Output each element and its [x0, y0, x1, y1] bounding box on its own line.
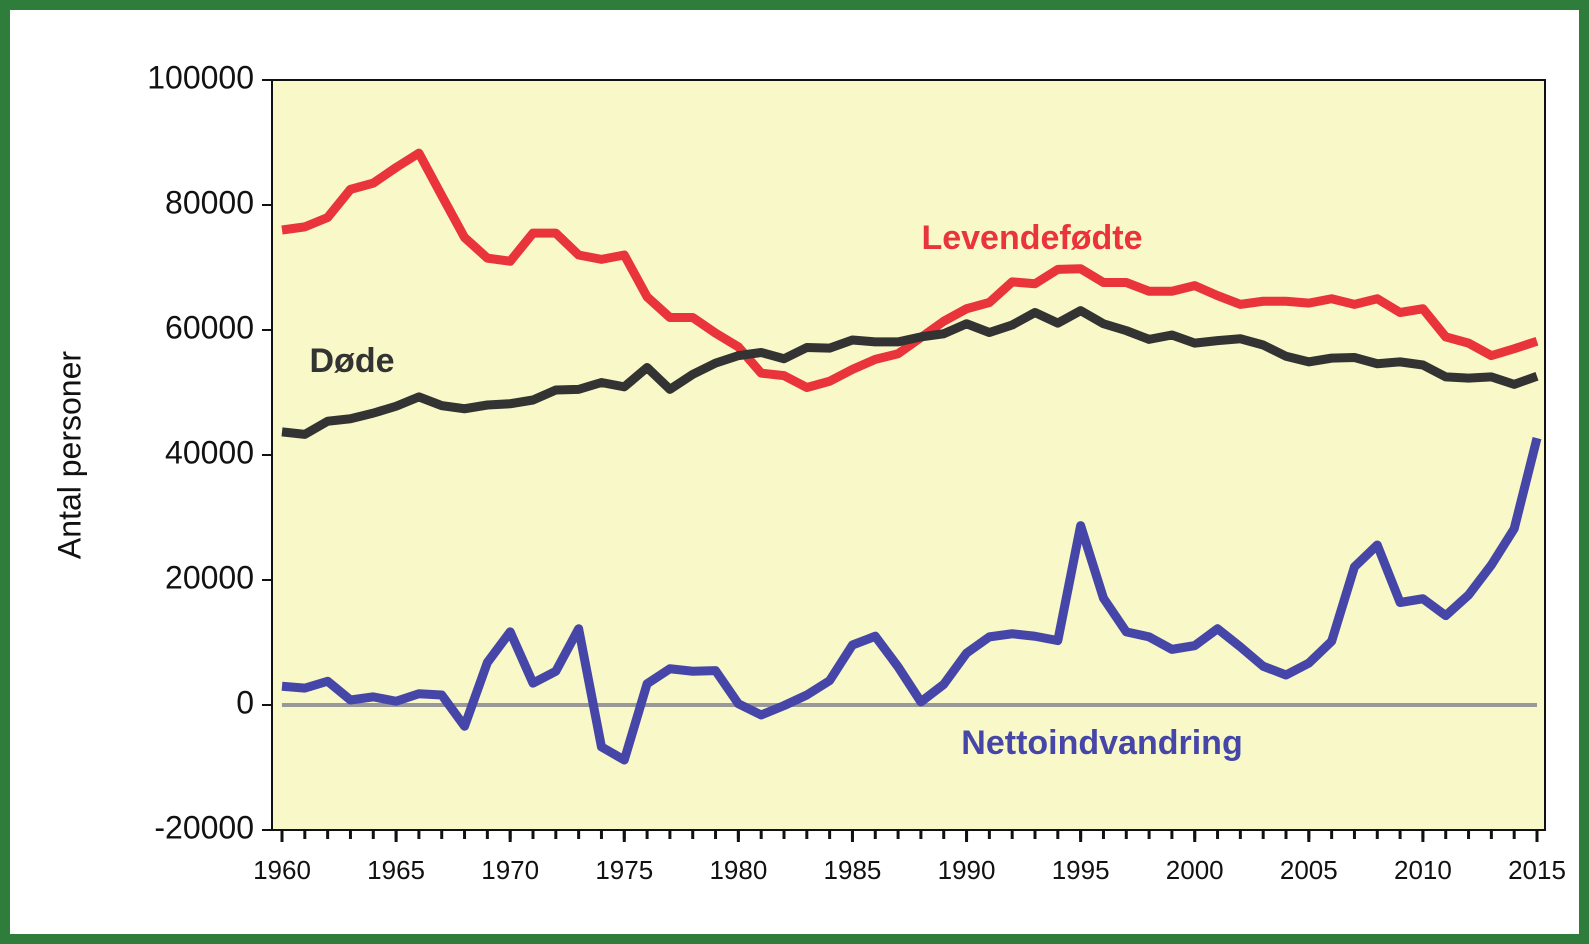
- x-tick-label: 1995: [1052, 855, 1110, 885]
- y-tick-label: 80000: [165, 184, 254, 220]
- series-line: [281, 437, 1542, 765]
- series-label: Levendefødte: [921, 219, 1142, 257]
- y-tick-label: 100000: [147, 59, 254, 95]
- y-tick-label: 0: [236, 684, 254, 720]
- y-tick-label: 60000: [165, 309, 254, 345]
- y-tick-label: -20000: [154, 809, 254, 845]
- x-tick-label: 2005: [1280, 855, 1338, 885]
- series-label: Nettoindvandring: [961, 724, 1242, 762]
- series-line: [281, 148, 1539, 392]
- y-tick-label: 20000: [165, 559, 254, 595]
- x-tick-label: 2010: [1394, 855, 1452, 885]
- y-axis-label: Antal personer: [51, 351, 87, 559]
- x-tick-label: 1965: [367, 855, 425, 885]
- x-tick-label: 2000: [1166, 855, 1224, 885]
- x-tick-label: 1960: [253, 855, 311, 885]
- y-tick-label: 40000: [165, 434, 254, 470]
- x-tick-label: 1985: [824, 855, 882, 885]
- x-tick-label: 1970: [481, 855, 539, 885]
- x-tick-label: 1980: [709, 855, 767, 885]
- x-tick-label: 2015: [1508, 855, 1566, 885]
- series-label: Døde: [310, 342, 395, 380]
- x-tick-label: 1975: [595, 855, 653, 885]
- x-tick-label: 1990: [938, 855, 996, 885]
- series-line: [281, 306, 1539, 439]
